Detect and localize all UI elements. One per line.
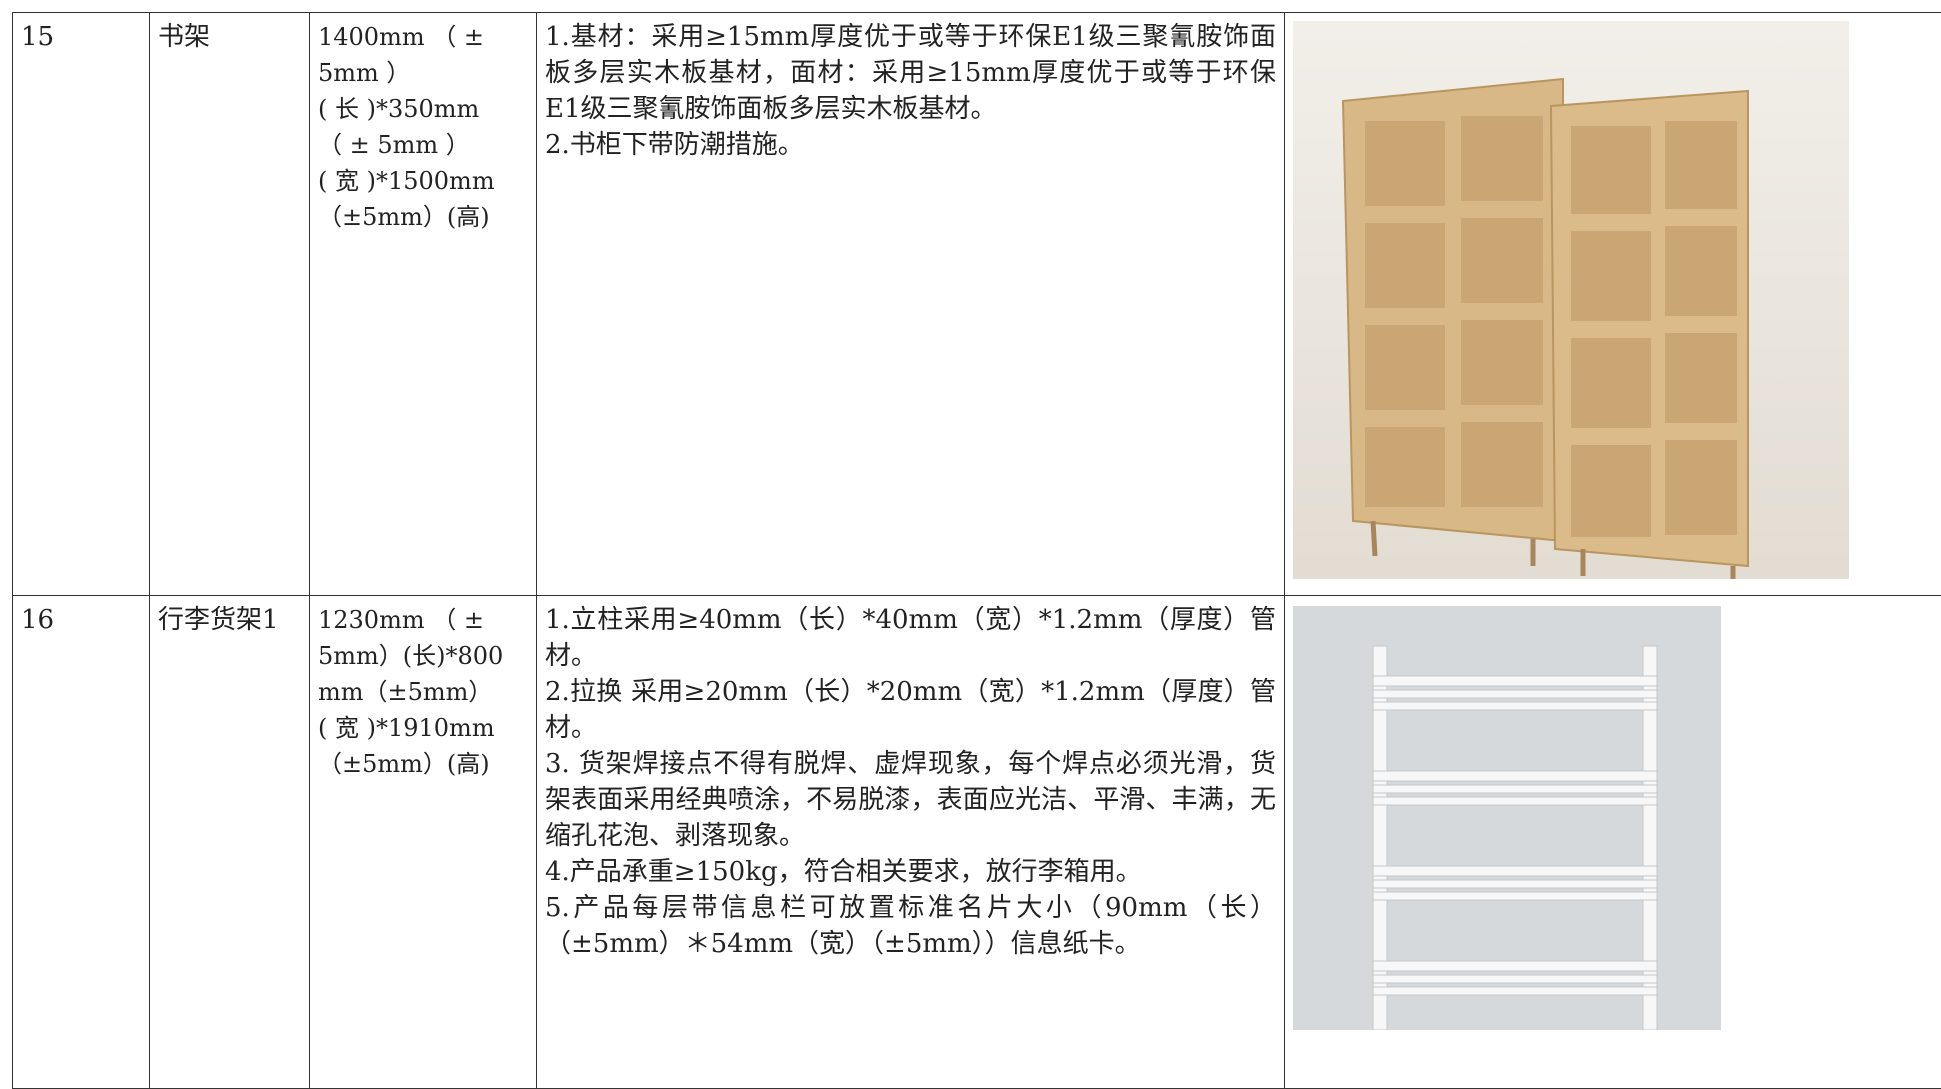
item-image — [1285, 596, 1941, 1089]
item-number: 16 — [13, 596, 150, 1089]
item-number: 15 — [13, 13, 150, 596]
description-item: 1.立柱采用≥40mm（长）*40mm（宽）*1.2mm（厚度）管材。 — [545, 602, 1276, 674]
size-line: 1230mm （ ± — [318, 602, 528, 638]
size-line: （ ± 5mm ） — [318, 127, 528, 163]
item-description: 1.立柱采用≥40mm（长）*40mm（宽）*1.2mm（厚度）管材。2.拉换 … — [537, 596, 1285, 1089]
size-line: ( 宽 )*1500mm — [318, 163, 528, 199]
description-item: 5.产品每层带信息栏可放置标准名片大小（90mm（长） （±5mm）＊54mm（… — [545, 890, 1276, 962]
description-item: 2.书柜下带防潮措施。 — [545, 127, 1276, 163]
item-description: 1.基材：采用≥15mm厚度优于或等于环保E1级三聚氰胺饰面板多层实木板基材，面… — [537, 13, 1285, 596]
size-line: mm（±5mm） — [318, 674, 528, 710]
description-item: 3. 货架焊接点不得有脱焊、虚焊现象，每个焊点必须光滑，货架表面采用经典喷涂，不… — [545, 746, 1276, 854]
page: 15 书架 1400mm （ ±5mm ）( 长 )*350mm（ ± 5mm … — [0, 0, 1941, 1049]
bookshelf-image — [1293, 21, 1849, 579]
size-line: （±5mm）(高) — [318, 199, 528, 235]
table-row: 15 书架 1400mm （ ±5mm ）( 长 )*350mm（ ± 5mm … — [13, 13, 1941, 596]
description-item: 1.基材：采用≥15mm厚度优于或等于环保E1级三聚氰胺饰面板多层实木板基材，面… — [545, 19, 1276, 127]
item-name: 行李货架1 — [150, 596, 310, 1089]
item-image — [1285, 13, 1941, 596]
item-size: 1400mm （ ±5mm ）( 长 )*350mm（ ± 5mm ）( 宽 )… — [310, 13, 537, 596]
rack-image — [1293, 606, 1721, 1030]
description-item: 2.拉换 采用≥20mm（长）*20mm（宽）*1.2mm（厚度）管材。 — [545, 674, 1276, 746]
size-line: ( 长 )*350mm — [318, 91, 528, 127]
size-line: （±5mm）(高) — [318, 746, 528, 782]
size-line: 5mm）(长)*800 — [318, 638, 528, 674]
description-item: 4.产品承重≥150kg，符合相关要求，放行李箱用。 — [545, 854, 1276, 890]
size-line: 5mm ） — [318, 55, 528, 91]
item-name: 书架 — [150, 13, 310, 596]
size-line: 1400mm （ ± — [318, 19, 528, 55]
spec-table: 15 书架 1400mm （ ±5mm ）( 长 )*350mm（ ± 5mm … — [12, 12, 1941, 1089]
size-line: ( 宽 )*1910mm — [318, 710, 528, 746]
